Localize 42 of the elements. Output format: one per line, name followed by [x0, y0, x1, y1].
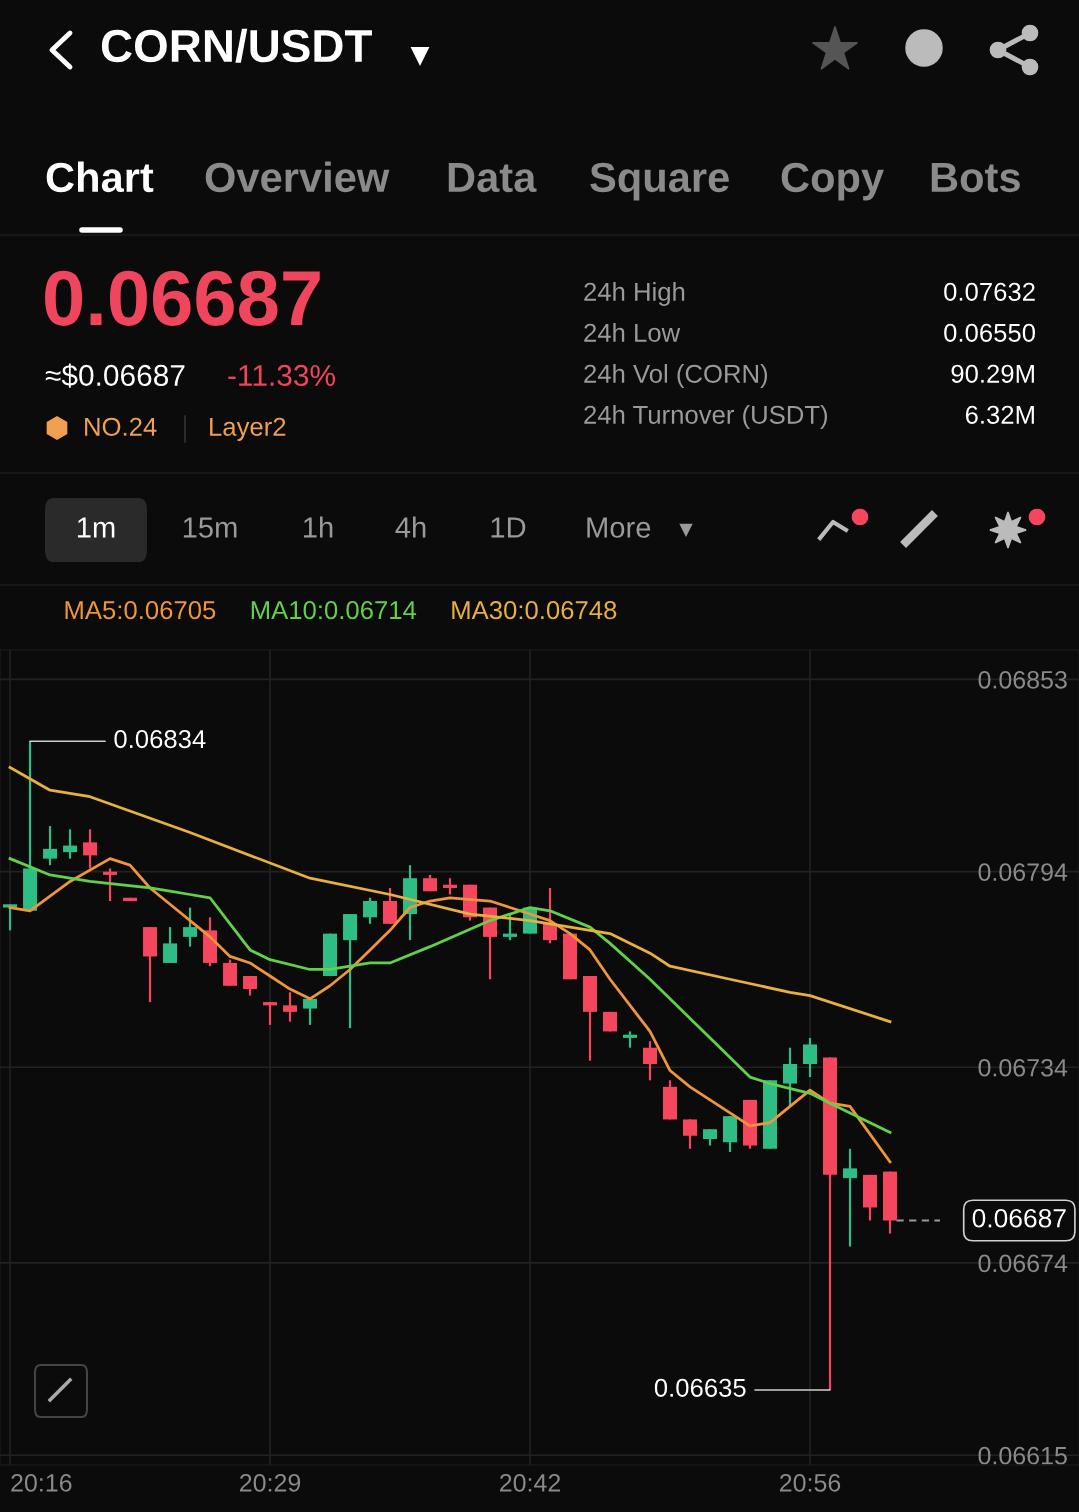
x-tick-label: 20:16: [11, 1473, 72, 1492]
x-tick-label: 20:56: [779, 1473, 841, 1492]
y-tick-label: 0.06794: [978, 863, 1068, 881]
text: Layer2: [210, 417, 286, 441]
text: 1h: [304, 516, 333, 538]
text: ≈$0.06687: [45, 363, 185, 388]
text: -11.33%: [228, 364, 335, 387]
text: 6.32M: [965, 405, 1034, 424]
chart-title: CORN/USDT: [101, 28, 372, 63]
text: NO.24: [85, 417, 157, 436]
line-series: [8, 765, 892, 1024]
annotation: 0.06635: [654, 1378, 746, 1397]
text: 24h Low: [584, 323, 681, 342]
text: 24h Vol (CORN): [584, 364, 768, 388]
text: Overview: [205, 161, 390, 193]
text: 1D: [491, 517, 526, 538]
text: 90.29M: [951, 364, 1034, 383]
text: 0.07632: [944, 282, 1035, 301]
y-tick-label: 0.06734: [978, 1058, 1068, 1077]
text: 15m: [183, 517, 237, 538]
text: Bots: [931, 163, 1020, 193]
ref-line-label: 0.06687: [972, 1208, 1066, 1228]
y-tick-label: 0.06615: [978, 1446, 1067, 1465]
annotation: 0.06834: [114, 729, 206, 749]
x-tick-label: 20:42: [500, 1473, 561, 1492]
text: MA10:0.06714: [251, 601, 417, 620]
text: 24h Turnover (USDT): [584, 405, 828, 429]
text: 0.06687: [45, 270, 320, 326]
text: Copy: [781, 162, 884, 201]
text: MA5:0.06705: [65, 601, 216, 620]
y-tick-label: 0.06674: [978, 1254, 1068, 1273]
text: 24h High: [584, 282, 685, 306]
text: More: [587, 517, 651, 538]
text: Data: [448, 163, 537, 193]
text: Square: [590, 162, 729, 201]
text: MA30:0.06748: [452, 601, 617, 620]
text: Chart: [46, 161, 154, 193]
text: 1m: [77, 517, 115, 538]
x-tick-label: 20:29: [240, 1473, 301, 1492]
text: 0.06550: [944, 323, 1035, 342]
text: 4h: [395, 516, 426, 538]
y-tick-label: 0.06853: [978, 670, 1067, 689]
